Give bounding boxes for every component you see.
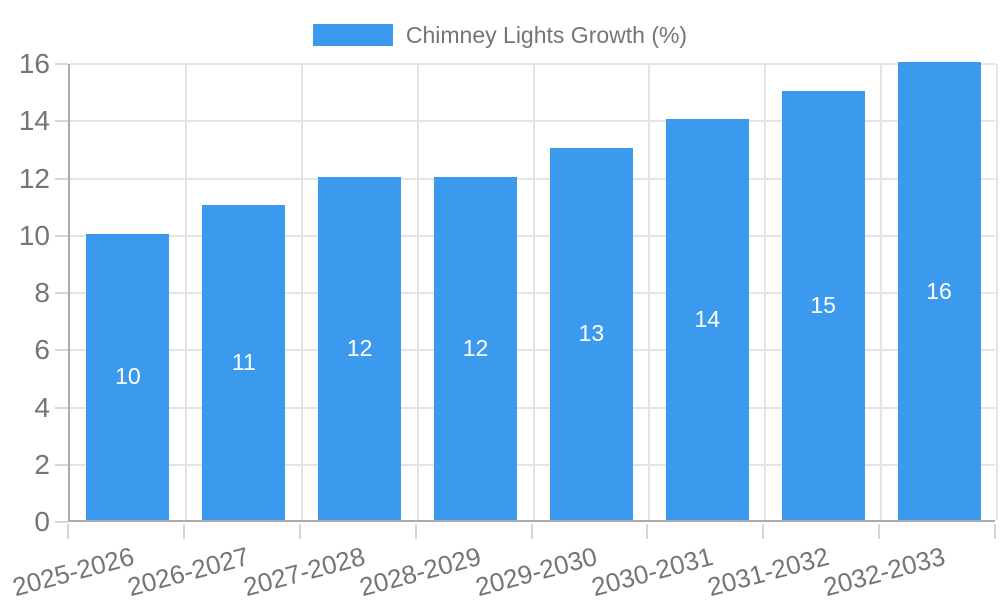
bar-value-label: 10 [115, 363, 141, 390]
y-axis-tick-label: 10 [18, 219, 50, 251]
x-axis-tick-label: 2028-2029 [356, 541, 485, 603]
x-axis-tick [298, 524, 301, 539]
x-gridline [648, 64, 651, 520]
legend-item[interactable]: Chimney Lights Growth (%) [0, 21, 1000, 49]
bar-value-label: 14 [694, 306, 721, 333]
x-axis-tick-label: 2025-2026 [8, 541, 137, 603]
x-gridline [880, 64, 883, 520]
x-axis-tick-label: 2032-2033 [819, 541, 948, 603]
x-gridline [532, 64, 535, 520]
y-axis-tick-label: 14 [18, 105, 50, 137]
x-axis-tick [67, 524, 69, 539]
x-axis-tick-label: 2026-2027 [124, 541, 253, 603]
y-axis-tick-label: 12 [18, 162, 50, 194]
bar-value-label: 13 [578, 320, 605, 347]
y-axis-tick-label: 4 [34, 391, 50, 423]
x-axis-tick [878, 524, 881, 539]
bar-value-label: 16 [926, 277, 952, 304]
y-axis-tick [55, 234, 68, 237]
bar[interactable]: 12 [434, 176, 518, 520]
y-axis-tick [55, 521, 68, 523]
x-gridline [764, 64, 767, 520]
y-axis-tick-label: 16 [18, 48, 50, 79]
x-axis-tick [994, 524, 996, 539]
bar-value-label: 15 [810, 291, 836, 318]
x-axis-tick [182, 524, 185, 539]
y-axis-tick [55, 63, 68, 65]
y-axis-tick-label: 2 [34, 448, 50, 480]
legend-label: Chimney Lights Growth (%) [405, 21, 688, 48]
bar[interactable]: 15 [781, 90, 865, 520]
bar-value-label: 12 [346, 334, 373, 361]
y-axis-tick [55, 120, 68, 123]
bar[interactable]: 12 [318, 176, 402, 520]
bar[interactable]: 13 [549, 147, 633, 520]
bar[interactable]: 14 [665, 119, 749, 520]
bar-value-label: 12 [462, 334, 489, 361]
x-axis-tick [646, 524, 649, 539]
y-axis-tick [55, 406, 68, 409]
x-axis-tick [530, 524, 533, 539]
bar[interactable]: 16 [897, 62, 981, 520]
bar-value-label: 11 [231, 349, 256, 376]
x-axis-tick [414, 524, 417, 539]
plot-area: 10 11 12 12 13 14 15 16 [68, 62, 998, 522]
y-axis-tick [55, 349, 68, 352]
x-axis-tick-label: 2027-2028 [240, 541, 369, 603]
y-axis-tick-label: 6 [34, 334, 50, 366]
x-axis-tick [762, 524, 765, 539]
x-axis-tick-label: 2030-2031 [588, 541, 717, 603]
x-gridline [300, 64, 303, 520]
y-axis-tick [55, 463, 68, 466]
x-axis-tick-label: 2029-2030 [472, 541, 601, 603]
bar[interactable]: 10 [86, 233, 170, 520]
y-axis-tick-label: 8 [34, 277, 50, 308]
y-axis-tick [55, 177, 68, 180]
x-gridline [996, 64, 998, 520]
x-axis-tick-label: 2031-2032 [704, 541, 832, 603]
y-axis-tick-label: 0 [34, 506, 50, 537]
x-gridline [184, 64, 187, 520]
x-gridline [416, 64, 419, 520]
legend-swatch-icon [312, 24, 393, 46]
y-axis-tick [55, 292, 68, 294]
bar[interactable]: 11 [202, 205, 286, 520]
